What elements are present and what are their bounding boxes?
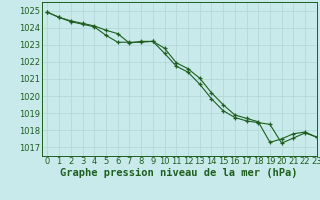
X-axis label: Graphe pression niveau de la mer (hPa): Graphe pression niveau de la mer (hPa) — [60, 168, 298, 178]
